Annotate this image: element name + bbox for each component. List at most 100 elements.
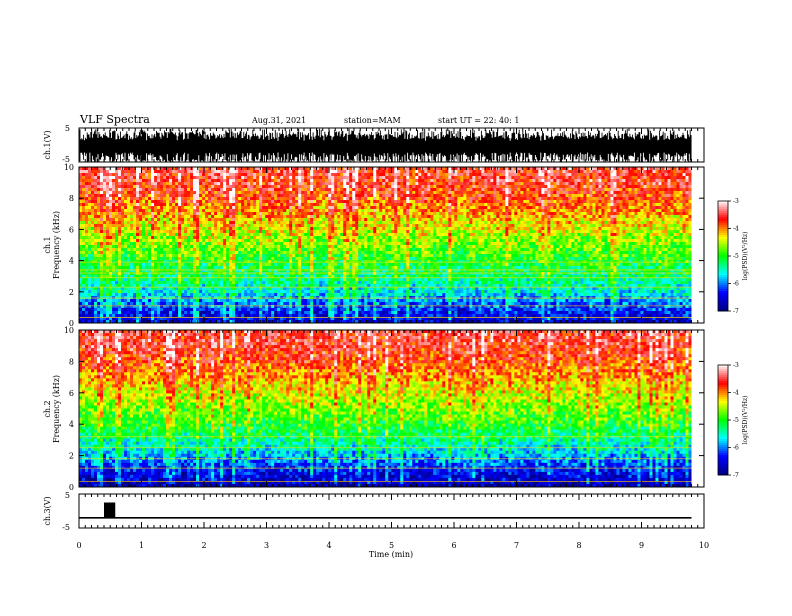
- spectrogram-cell: [265, 254, 269, 258]
- spectrogram-cell: [274, 272, 278, 276]
- spectrogram-cell: [157, 215, 161, 219]
- spectrogram-cell: [277, 269, 281, 273]
- spectrogram-cell: [277, 191, 281, 195]
- spectrogram-cell: [277, 287, 281, 291]
- spectrogram-cell: [190, 215, 194, 219]
- spectrogram-cell: [358, 227, 362, 231]
- spectrogram-cell: [277, 302, 281, 306]
- spectrogram-cell: [121, 251, 125, 255]
- spectrogram-cell: [169, 314, 173, 318]
- spectrogram-cell: [337, 260, 341, 264]
- spectrogram-cell: [319, 314, 323, 318]
- spectrogram-cell: [178, 311, 182, 315]
- spectrogram-cell: [292, 173, 296, 177]
- spectrogram-cell: [316, 194, 320, 198]
- spectrogram-cell: [334, 299, 338, 303]
- spectrogram-cell: [301, 272, 305, 276]
- spectrogram-cell: [346, 260, 350, 264]
- spectrogram-cell: [277, 236, 281, 240]
- spectrogram-cell: [247, 239, 251, 243]
- spectrogram-cell: [361, 227, 365, 231]
- spectrogram-cell: [136, 233, 140, 237]
- spectrogram-cell: [295, 245, 299, 249]
- spectrogram-cell: [85, 173, 89, 177]
- spectrogram-cell: [316, 320, 320, 324]
- spectrogram-cell: [271, 314, 275, 318]
- spectrogram-cell: [334, 206, 338, 210]
- spectrogram-cell: [247, 260, 251, 264]
- spectrogram-cell: [346, 176, 350, 180]
- spectrogram-cell: [346, 302, 350, 306]
- spectrogram-cell: [298, 284, 302, 288]
- spectrogram-cell: [292, 197, 296, 201]
- spectrogram-cell: [154, 203, 158, 207]
- spectrogram-cell: [115, 293, 119, 297]
- spectrogram-cell: [160, 233, 164, 237]
- spectrogram-cell: [154, 278, 158, 282]
- spectrogram-cell: [310, 173, 314, 177]
- spectrogram-cell: [91, 290, 95, 294]
- spectrogram-cell: [352, 194, 356, 198]
- spectrogram-cell: [256, 320, 260, 324]
- spectrogram-cell: [325, 206, 329, 210]
- spectrogram-cell: [328, 173, 332, 177]
- spectrogram-cell: [103, 251, 107, 255]
- spectrogram-cell: [112, 182, 116, 186]
- spectrogram-cell: [100, 191, 104, 195]
- spectrogram-cell: [307, 227, 311, 231]
- spectrogram-cell: [136, 278, 140, 282]
- spectrogram-cell: [340, 287, 344, 291]
- spectrogram-cell: [352, 251, 356, 255]
- spectrogram-cell: [220, 293, 224, 297]
- spectrogram-cell: [289, 215, 293, 219]
- spectrogram-cell: [79, 173, 83, 177]
- spectrogram-cell: [175, 233, 179, 237]
- spectrogram-cell: [220, 314, 224, 318]
- spectrogram-cell: [205, 320, 209, 324]
- spectrogram-cell: [142, 212, 146, 216]
- spectrogram-cell: [103, 224, 107, 228]
- spectrogram-cell: [232, 185, 236, 189]
- spectrogram-cell: [325, 200, 329, 204]
- spectrogram-cell: [130, 272, 134, 276]
- spectrogram-cell: [304, 200, 308, 204]
- spectrogram-cell: [91, 263, 95, 267]
- spectrogram-cell: [250, 284, 254, 288]
- spectrogram-cell: [193, 215, 197, 219]
- spectrogram-cell: [247, 242, 251, 246]
- spectrogram-cell: [307, 212, 311, 216]
- spectrogram-cell: [286, 197, 290, 201]
- spectrogram-cell: [223, 269, 227, 273]
- spectrogram-cell: [319, 239, 323, 243]
- spectrogram-cell: [82, 314, 86, 318]
- spectrogram-cell: [289, 239, 293, 243]
- spectrogram-cell: [262, 191, 266, 195]
- spectrogram-cell: [169, 284, 173, 288]
- spectrogram-cell: [358, 305, 362, 309]
- spectrogram-cell: [271, 200, 275, 204]
- spectrogram-cell: [292, 311, 296, 315]
- spectrogram-cell: [148, 266, 152, 270]
- spectrogram-cell: [112, 314, 116, 318]
- spectrogram-cell: [271, 317, 275, 321]
- spectrogram-cell: [139, 230, 143, 234]
- spectrogram-cell: [133, 236, 137, 240]
- spectrogram-cell: [214, 290, 218, 294]
- spectrogram-cell: [148, 305, 152, 309]
- spectrogram-cell: [163, 206, 167, 210]
- spectrogram-cell: [196, 215, 200, 219]
- spectrogram-cell: [304, 212, 308, 216]
- spectrogram-cell: [88, 269, 92, 273]
- spectrogram-cell: [148, 182, 152, 186]
- spectrogram-cell: [283, 179, 287, 183]
- spectrogram-cell: [298, 272, 302, 276]
- spectrogram-cell: [274, 314, 278, 318]
- spectrogram-cell: [145, 200, 149, 204]
- spectrogram-cell: [316, 284, 320, 288]
- spectrogram-cell: [148, 269, 152, 273]
- spectrogram-cell: [163, 194, 167, 198]
- spectrogram-cell: [241, 170, 245, 174]
- spectrogram-cell: [220, 317, 224, 321]
- spectrogram-cell: [172, 209, 176, 213]
- spectrogram-cell: [304, 224, 308, 228]
